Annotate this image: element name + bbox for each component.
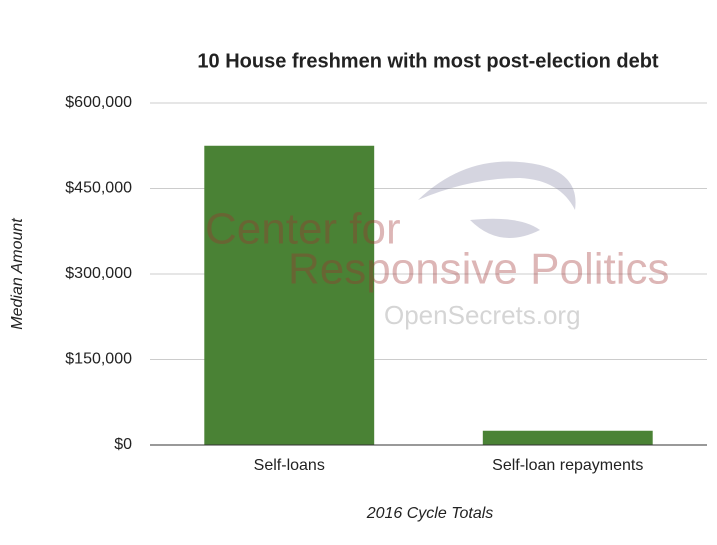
x-tick-label: Self-loan repayments <box>492 457 643 474</box>
y-tick-label: $150,000 <box>65 351 132 368</box>
watermark-logo <box>418 161 576 210</box>
watermark-text: Center for <box>205 205 401 254</box>
watermark-text: Responsive Politics <box>288 245 670 294</box>
watermark-logo <box>470 218 540 238</box>
bar <box>204 145 375 445</box>
watermark-text: OpenSecrets.org <box>384 300 581 330</box>
y-tick-label: $450,000 <box>65 180 132 197</box>
bar <box>482 430 653 445</box>
watermark: Center for Responsive Politics OpenSecre… <box>205 161 670 330</box>
y-tick-label: $0 <box>114 436 132 453</box>
plot: $0 $150,000 $300,000 $450,000 $600,000 Self-l… <box>65 94 707 474</box>
y-tick-label: $600,000 <box>65 94 132 111</box>
x-tick-label: Self-loans <box>254 457 325 474</box>
y-tick-label: $300,000 <box>65 265 132 282</box>
y-axis-title: Median Amount <box>9 218 26 330</box>
x-axis-title: 2016 Cycle Totals <box>366 505 494 522</box>
chart-title: 10 House freshmen with most post-electio… <box>197 50 659 72</box>
